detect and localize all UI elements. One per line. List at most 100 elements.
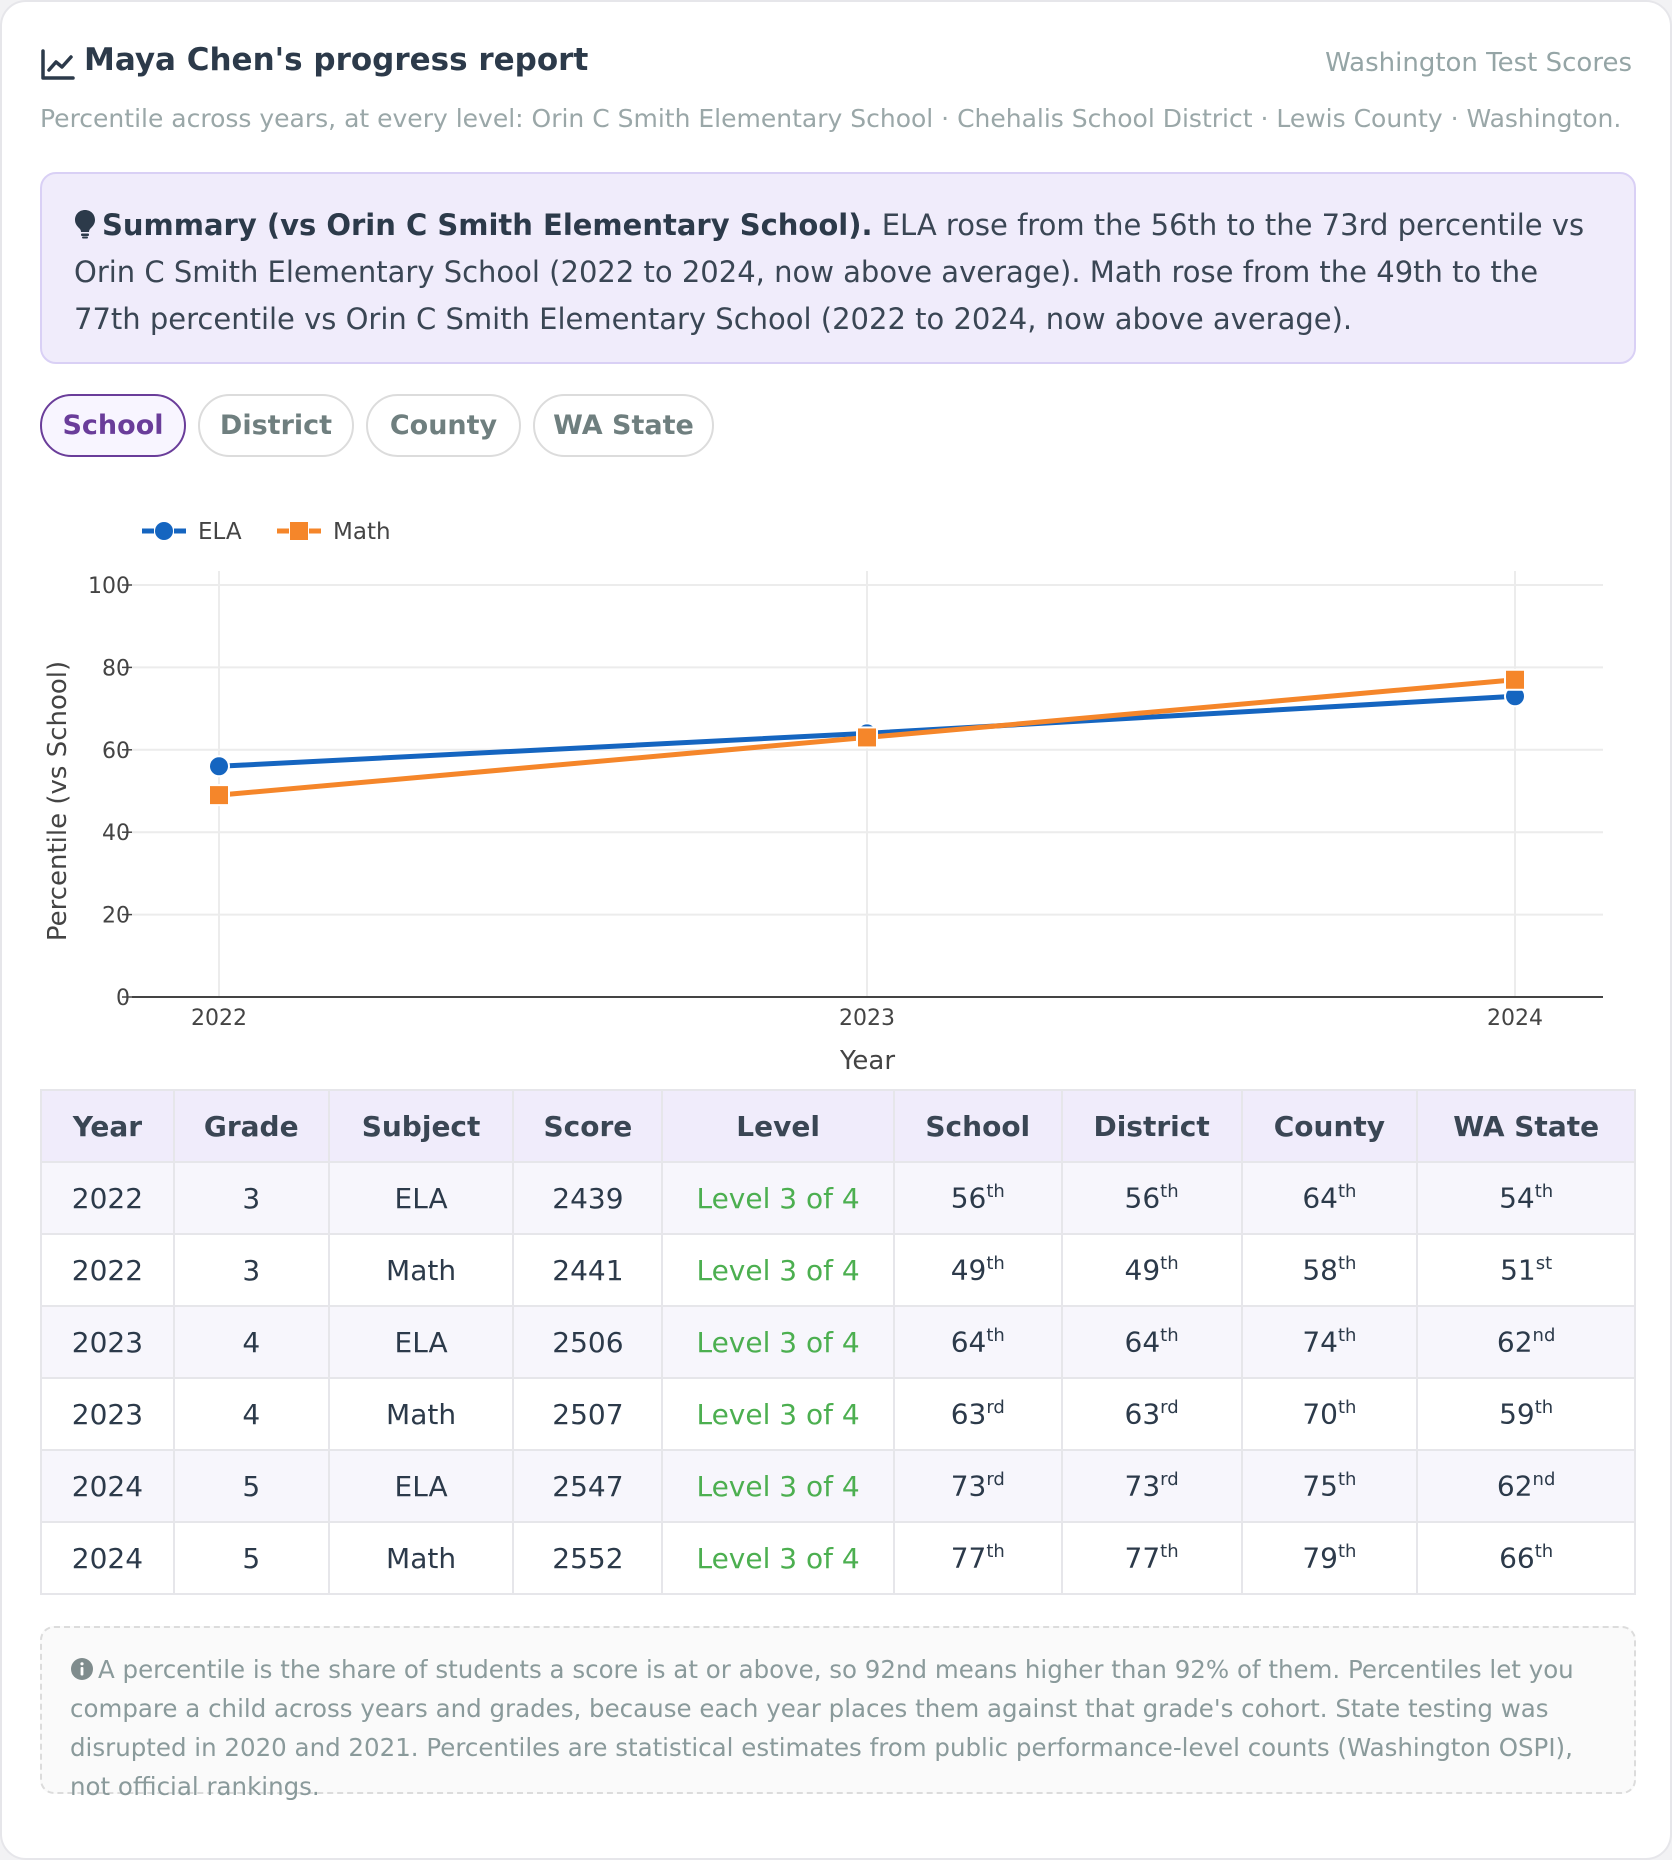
cell-pct-state: 62nd [1416,1449,1636,1523]
cell-level: Level 3 of 4 [661,1161,895,1235]
pct-suffix: rd [986,1397,1005,1419]
legend-marker-square [290,522,308,540]
pct-suffix: st [1535,1253,1553,1275]
pct-suffix: rd [1160,1469,1179,1491]
col-header-year: Year [40,1089,175,1163]
pct-suffix: th [986,1181,1005,1203]
info-icon [71,1658,93,1680]
cell-score: 2507 [512,1377,664,1451]
pct-suffix: th [1534,1541,1554,1563]
info-note-text: A percentile is the share of students a … [70,1655,1574,1801]
pct-suffix: rd [986,1469,1005,1491]
y-axis-title: Percentile (vs School) [43,661,73,941]
chart-svg: 0 20 40 60 80 100 2022 2023 2024 Year Percentile (… [43,519,1603,1076]
col-header-wa-state: WA State [1416,1089,1636,1163]
percentile-chart: 0 20 40 60 80 100 2022 2023 2024 Year Percentile (… [2,482,1672,1082]
brand-link[interactable]: Washington Test Scores [1325,48,1632,78]
y-tick-label: 60 [102,739,130,764]
table-row: 2023 4 ELA 2506 Level 3 of 4 64th 64th 74th 62nd [40,1305,1636,1379]
report-header: Maya Chen's progress report Washington T… [40,40,1632,88]
pct-value: 59 [1499,1397,1535,1431]
col-header-school: School [892,1089,1063,1163]
cell-level: Level 3 of 4 [661,1449,895,1523]
info-note: A percentile is the share of students a … [40,1626,1636,1801]
cell-score: 2547 [512,1449,664,1523]
cell-level: Level 3 of 4 [661,1521,895,1595]
pct-value: 62 [1496,1325,1533,1359]
tab-school[interactable]: School [40,394,186,457]
cell-level: Level 3 of 4 [661,1377,895,1451]
ela-point[interactable] [208,755,230,778]
pct-value: 64 [1302,1181,1338,1215]
tab-district[interactable]: District [198,394,354,457]
pct-suffix: th [986,1325,1005,1347]
cell-subject: ELA [327,1161,515,1235]
pct-value: 58 [1302,1253,1338,1287]
pct-suffix: th [1337,1181,1357,1203]
table-header-row: Year Grade Subject Score Level School Di… [40,1089,1636,1163]
math-point[interactable] [1504,668,1526,691]
cell-pct-school: 49th [892,1233,1063,1307]
table-row: 2022 3 ELA 2439 Level 3 of 4 56th 56th 64th 54th [40,1161,1636,1235]
col-header-district: District [1060,1089,1243,1163]
math-point[interactable] [208,784,230,807]
cell-pct-school: 73rd [892,1449,1063,1523]
cell-grade: 4 [172,1377,330,1451]
cell-year: 2024 [40,1449,175,1523]
legend-marker-circle [155,522,173,540]
pct-value: 49 [950,1253,987,1287]
col-header-grade: Grade [172,1089,330,1163]
lightbulb-icon [75,210,95,239]
col-header-level: Level [661,1089,895,1163]
page-subtitle: Percentile across years, at every level:… [40,104,1622,133]
cell-pct-state: 54th [1416,1161,1636,1235]
table-row: 2024 5 ELA 2547 Level 3 of 4 73rd 73rd 75th 62nd [40,1449,1636,1523]
tab-county[interactable]: County [366,394,521,457]
pct-suffix: th [1160,1541,1179,1563]
legend-label: ELA [198,519,242,545]
cell-pct-school: 64th [892,1305,1063,1379]
cell-pct-county: 58th [1240,1233,1419,1307]
pct-suffix: nd [1532,1325,1556,1347]
cell-pct-school: 56th [892,1161,1063,1235]
pct-value: 56 [1124,1181,1161,1215]
summary-box: Summary (vs Orin C Smith Elementary Scho… [40,172,1636,364]
pct-suffix: th [1160,1181,1179,1203]
pct-value: 77 [950,1541,987,1575]
y-tick-label: 0 [116,986,130,1011]
summary-text: ELA rose from the 56th to the 73rd perce… [74,208,1585,336]
cell-pct-district: 49th [1060,1233,1243,1307]
y-tick-label: 40 [102,821,130,846]
cell-pct-district: 64th [1060,1305,1243,1379]
legend-item-ela[interactable]: ELA [142,519,242,545]
pct-suffix: th [986,1541,1005,1563]
cell-pct-county: 70th [1240,1377,1419,1451]
legend-item-math[interactable]: Math [277,519,391,545]
cell-subject: ELA [327,1449,515,1523]
page-title: Maya Chen's progress report [84,42,589,78]
pct-suffix: rd [1160,1397,1179,1419]
pct-suffix: th [1160,1325,1179,1347]
cell-pct-state: 66th [1416,1521,1636,1595]
pct-value: 77 [1124,1541,1161,1575]
pct-value: 54 [1499,1181,1535,1215]
pct-value: 74 [1302,1325,1338,1359]
cell-level: Level 3 of 4 [661,1233,895,1307]
pct-value: 49 [1124,1253,1161,1287]
cell-grade: 5 [172,1449,330,1523]
pct-value: 73 [950,1469,987,1503]
cell-grade: 3 [172,1161,330,1235]
legend-label: Math [333,519,391,545]
y-tick-label: 20 [102,904,130,929]
pct-suffix: th [1337,1541,1357,1563]
cell-pct-district: 63rd [1060,1377,1243,1451]
tab-wa-state[interactable]: WA State [533,394,714,457]
cell-pct-state: 62nd [1416,1305,1636,1379]
cell-year: 2024 [40,1521,175,1595]
math-point[interactable] [856,726,878,749]
cell-pct-school: 63rd [892,1377,1063,1451]
pct-value: 70 [1302,1397,1338,1431]
col-header-subject: Subject [327,1089,515,1163]
cell-level: Level 3 of 4 [661,1305,895,1379]
